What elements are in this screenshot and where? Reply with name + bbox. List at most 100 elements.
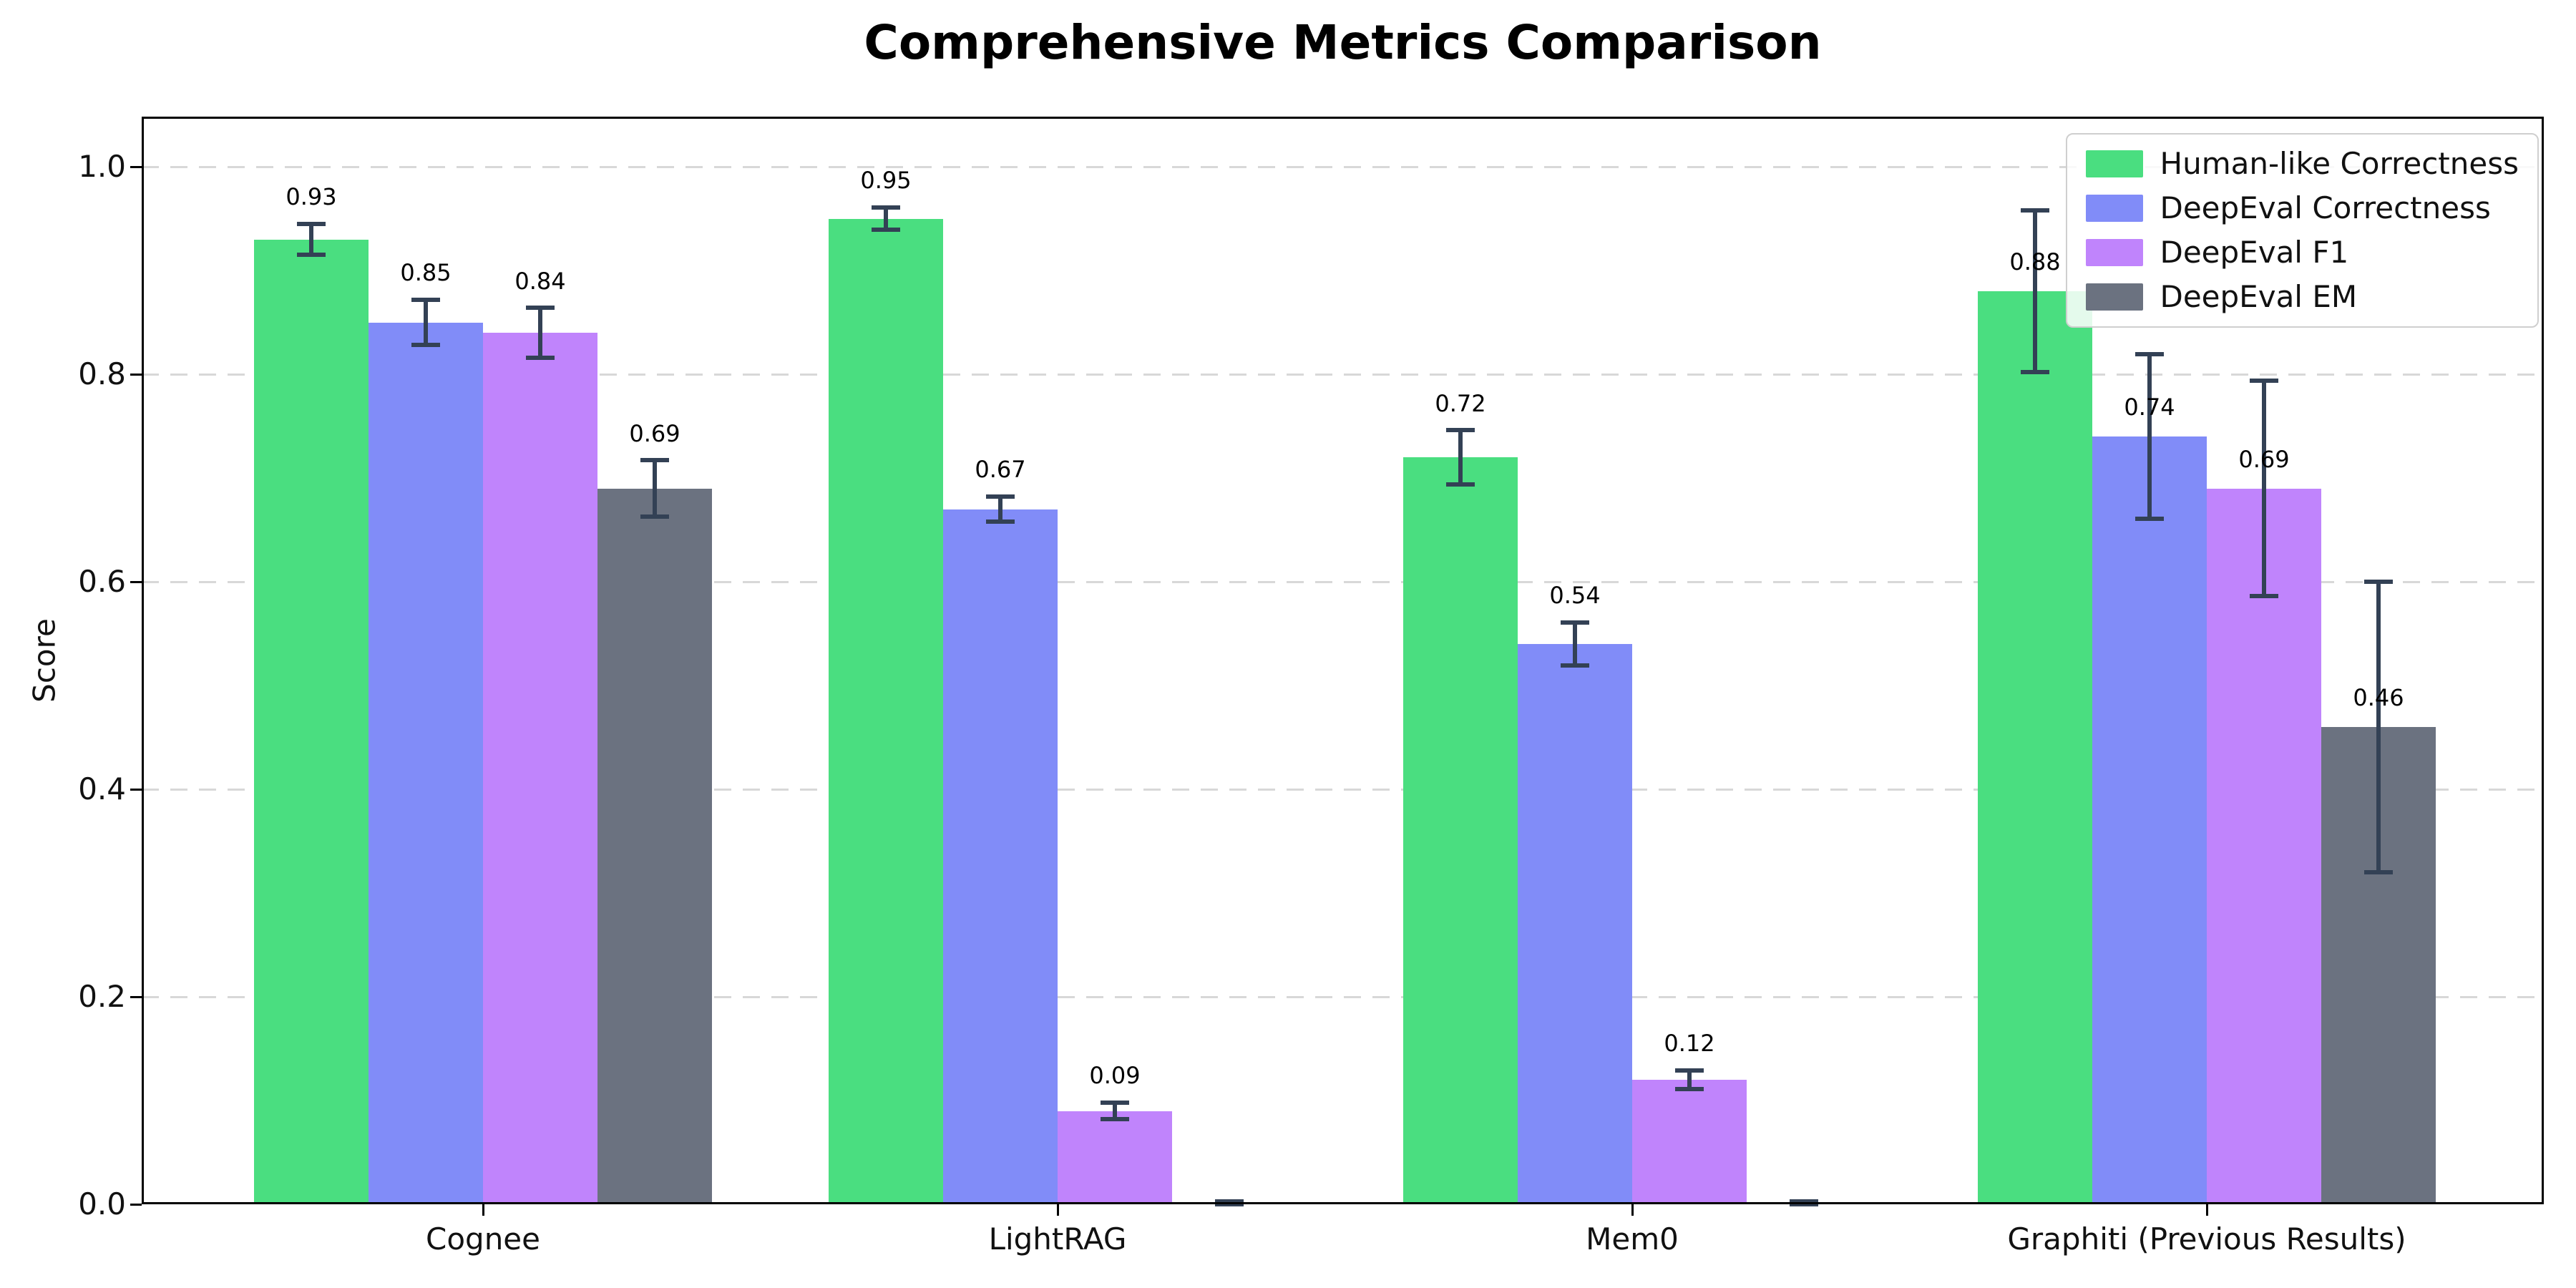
error-bar-line bbox=[2262, 380, 2266, 597]
error-bar-line bbox=[998, 497, 1002, 522]
legend-swatch bbox=[2085, 239, 2143, 266]
error-bar-cap-top bbox=[1215, 1199, 1244, 1204]
error-bar-line bbox=[2033, 210, 2037, 373]
error-bar-cap-top bbox=[1101, 1100, 1129, 1105]
error-bar-line bbox=[309, 223, 313, 255]
error-bar-cap-bottom bbox=[986, 519, 1015, 524]
bar-value-label: 0.84 bbox=[514, 267, 566, 295]
error-bar-cap-top bbox=[1790, 1199, 1818, 1204]
bar bbox=[1632, 1080, 1747, 1204]
error-bar-line bbox=[2376, 582, 2381, 872]
bar-value-label: 0.67 bbox=[975, 456, 1026, 484]
legend-swatch bbox=[2085, 283, 2143, 311]
bar bbox=[943, 509, 1058, 1204]
y-tick-mark bbox=[130, 165, 142, 168]
chart-title: Comprehensive Metrics Comparison bbox=[864, 15, 1822, 70]
bar-value-label: 0.69 bbox=[2238, 445, 2290, 473]
bar bbox=[597, 488, 712, 1204]
error-bar-cap-bottom bbox=[526, 355, 555, 360]
gridline bbox=[142, 995, 2544, 998]
legend-label: DeepEval Correctness bbox=[2160, 190, 2491, 225]
x-tick-label: Graphiti (Previous Results) bbox=[2007, 1221, 2406, 1257]
y-tick-mark bbox=[130, 373, 142, 376]
bar-value-label: 0.95 bbox=[860, 166, 912, 194]
y-tick-label: 0.2 bbox=[78, 979, 126, 1014]
y-tick-label: 1.0 bbox=[78, 149, 126, 184]
gridline bbox=[142, 580, 2544, 583]
y-tick-mark bbox=[130, 788, 142, 791]
y-tick-mark bbox=[130, 1203, 142, 1206]
error-bar-cap-bottom bbox=[297, 253, 326, 258]
bar-value-label: 0.72 bbox=[1435, 389, 1486, 417]
bar-value-label: 0.09 bbox=[1089, 1062, 1141, 1090]
bar bbox=[1518, 644, 1632, 1204]
error-bar-cap-top bbox=[872, 205, 900, 210]
legend-item: DeepEval F1 bbox=[2085, 235, 2519, 270]
bar-value-label: 0.88 bbox=[2009, 248, 2061, 276]
error-bar-line bbox=[884, 207, 888, 230]
error-bar-cap-top bbox=[2021, 208, 2049, 213]
gridline bbox=[142, 373, 2544, 376]
error-bar-cap-bottom bbox=[411, 343, 440, 348]
error-bar-line bbox=[653, 460, 657, 517]
error-bar-line bbox=[1687, 1070, 1692, 1090]
error-bar-cap-bottom bbox=[2021, 370, 2049, 375]
x-tick-label: Mem0 bbox=[1586, 1221, 1679, 1257]
error-bar-line bbox=[1113, 1102, 1117, 1120]
y-tick-label: 0.6 bbox=[78, 564, 126, 599]
bar bbox=[1058, 1111, 1172, 1204]
bar bbox=[1403, 457, 1518, 1204]
legend: Human-like Correctness DeepEval Correctne… bbox=[2065, 133, 2539, 328]
error-bar-cap-bottom bbox=[872, 228, 900, 233]
bar-value-label: 0.69 bbox=[629, 419, 680, 447]
gridline bbox=[142, 788, 2544, 791]
y-tick-label: 0.0 bbox=[78, 1186, 126, 1221]
bar bbox=[369, 322, 483, 1204]
error-bar-cap-bottom bbox=[640, 514, 669, 519]
bar bbox=[483, 333, 597, 1204]
y-tick-label: 0.8 bbox=[78, 356, 126, 391]
error-bar-line bbox=[1458, 430, 1463, 484]
error-bar-cap-bottom bbox=[1561, 663, 1589, 668]
legend-label: DeepEval F1 bbox=[2160, 235, 2349, 270]
y-tick-mark bbox=[130, 995, 142, 998]
bar-value-label: 0.12 bbox=[1664, 1030, 1715, 1058]
error-bar-line bbox=[1573, 622, 1577, 666]
x-tick-label: Cognee bbox=[426, 1221, 540, 1257]
x-tick-label: LightRAG bbox=[988, 1221, 1127, 1257]
y-axis-label: Score bbox=[26, 618, 62, 703]
error-bar-cap-top bbox=[526, 306, 555, 311]
legend-item: DeepEval Correctness bbox=[2085, 190, 2519, 226]
error-bar-cap-top bbox=[1561, 620, 1589, 625]
error-bar-cap-top bbox=[411, 297, 440, 302]
error-bar-cap-top bbox=[1446, 428, 1475, 433]
bar-value-label: 0.85 bbox=[400, 258, 452, 286]
y-tick-mark bbox=[130, 580, 142, 583]
bar bbox=[2092, 436, 2207, 1204]
bar-value-label: 0.46 bbox=[2353, 684, 2404, 712]
error-bar-cap-bottom bbox=[1790, 1202, 1818, 1206]
legend-label: DeepEval EM bbox=[2160, 279, 2358, 314]
x-tick-mark bbox=[482, 1204, 484, 1216]
error-bar-cap-top bbox=[986, 494, 1015, 499]
error-bar-cap-top bbox=[2250, 378, 2278, 383]
x-tick-mark bbox=[1056, 1204, 1059, 1216]
error-bar-cap-top bbox=[2364, 580, 2393, 584]
error-bar-cap-bottom bbox=[1215, 1202, 1244, 1206]
error-bar-cap-top bbox=[297, 221, 326, 226]
error-bar-cap-bottom bbox=[2364, 870, 2393, 874]
gridline bbox=[142, 165, 2544, 168]
error-bar-cap-top bbox=[2135, 352, 2164, 357]
bar bbox=[1978, 291, 2092, 1204]
legend-swatch bbox=[2085, 150, 2143, 177]
legend-item: Human-like Correctness bbox=[2085, 146, 2519, 182]
bar-value-label: 0.74 bbox=[2124, 394, 2175, 421]
legend-swatch bbox=[2085, 195, 2143, 222]
error-bar-cap-bottom bbox=[2250, 594, 2278, 599]
x-tick-mark bbox=[1631, 1204, 1634, 1216]
error-bar-cap-top bbox=[1675, 1068, 1704, 1073]
error-bar-line bbox=[424, 299, 428, 346]
error-bar-cap-bottom bbox=[1446, 482, 1475, 487]
error-bar-cap-bottom bbox=[1101, 1117, 1129, 1122]
bar bbox=[254, 239, 369, 1204]
